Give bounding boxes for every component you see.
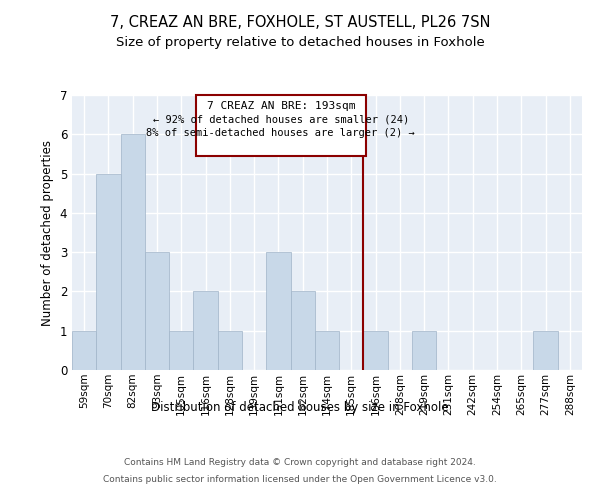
Bar	[145, 252, 169, 370]
Text: Distribution of detached houses by size in Foxhole: Distribution of detached houses by size …	[151, 401, 449, 414]
Bar	[266, 252, 290, 370]
Text: Size of property relative to detached houses in Foxhole: Size of property relative to detached ho…	[116, 36, 484, 49]
Bar	[72, 330, 96, 370]
Bar	[193, 292, 218, 370]
Text: 7, CREAZ AN BRE, FOXHOLE, ST AUSTELL, PL26 7SN: 7, CREAZ AN BRE, FOXHOLE, ST AUSTELL, PL…	[110, 15, 490, 30]
Bar	[218, 330, 242, 370]
Bar	[533, 330, 558, 370]
Text: 7 CREAZ AN BRE: 193sqm: 7 CREAZ AN BRE: 193sqm	[206, 101, 355, 111]
Text: Contains public sector information licensed under the Open Government Licence v3: Contains public sector information licen…	[103, 474, 497, 484]
Bar	[121, 134, 145, 370]
Bar	[412, 330, 436, 370]
Text: Contains HM Land Registry data © Crown copyright and database right 2024.: Contains HM Land Registry data © Crown c…	[124, 458, 476, 467]
Bar	[96, 174, 121, 370]
Bar	[364, 330, 388, 370]
Bar	[169, 330, 193, 370]
Text: 8% of semi-detached houses are larger (2) →: 8% of semi-detached houses are larger (2…	[146, 128, 415, 138]
FancyBboxPatch shape	[196, 95, 366, 156]
Y-axis label: Number of detached properties: Number of detached properties	[41, 140, 54, 326]
Bar	[290, 292, 315, 370]
Text: ← 92% of detached houses are smaller (24): ← 92% of detached houses are smaller (24…	[153, 114, 409, 124]
Bar	[315, 330, 339, 370]
